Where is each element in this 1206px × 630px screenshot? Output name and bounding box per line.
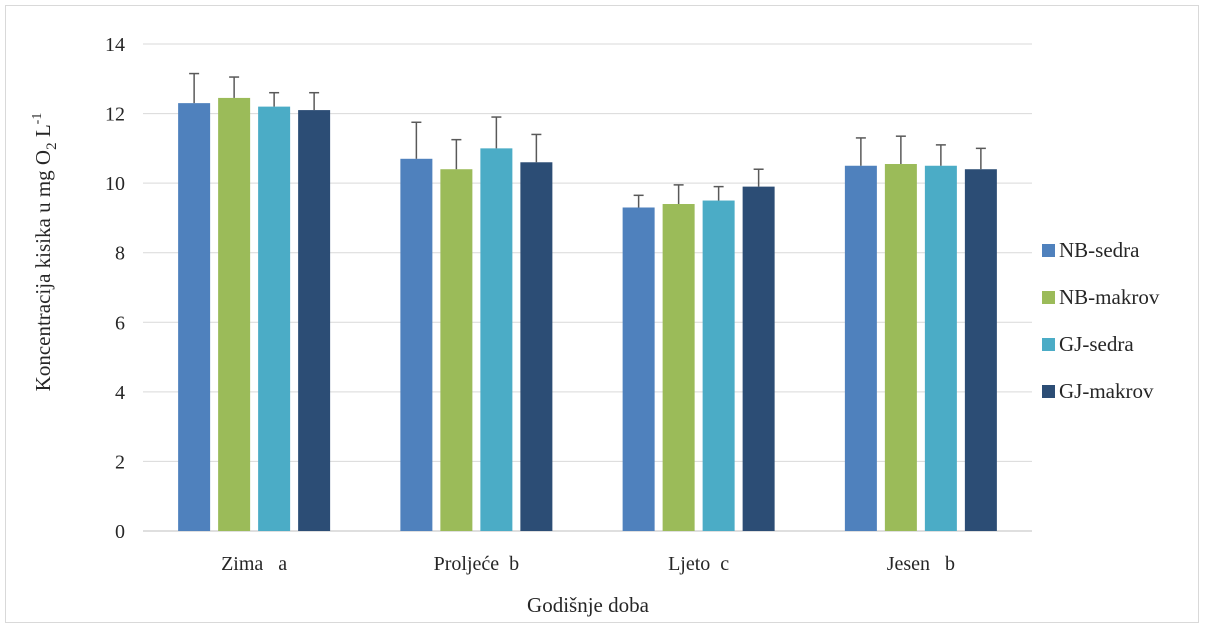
bar (924, 165, 957, 531)
legend-swatch (1042, 291, 1055, 304)
bar (742, 186, 775, 531)
y-tick-label: 0 (115, 521, 125, 543)
legend-label: NB-sedra (1059, 238, 1140, 262)
bar (258, 106, 291, 531)
y-tick-label: 2 (115, 451, 125, 473)
legend-swatch (1042, 385, 1055, 398)
gridlines (143, 43, 1032, 532)
x-tick-label: Ljeto c (668, 553, 729, 575)
y-axis-title-sub: 2 (44, 142, 60, 150)
bar (844, 165, 877, 531)
error-bars (189, 72, 986, 208)
x-tick-label: Zima a (221, 553, 287, 575)
bar (702, 200, 735, 532)
legend-label: GJ-makrov (1059, 379, 1154, 403)
y-axis-title: Koncentracija kisika u mg O2 L-1 (30, 113, 60, 392)
bar (520, 162, 553, 531)
bar (298, 110, 331, 531)
bar (884, 164, 917, 531)
bar (622, 207, 655, 531)
y-tick-label: 8 (115, 243, 125, 265)
y-tick-label: 4 (115, 382, 125, 404)
bar (178, 103, 211, 531)
y-tick-label: 12 (105, 104, 125, 126)
y-tick-labels: 0 2 4 6 8 10 12 14 (105, 34, 125, 543)
y-tick-label: 10 (105, 173, 125, 195)
x-axis-title: Godišnje doba (527, 593, 650, 617)
bar (964, 169, 997, 531)
bar (400, 158, 433, 532)
y-axis-title-main: Koncentracija kisika u mg O (31, 150, 55, 391)
x-tick-label: Proljeće b (434, 553, 520, 575)
x-tick-labels: Zima a Proljeće b Ljeto c Jesen b (221, 553, 955, 575)
y-tick-label: 14 (105, 34, 125, 56)
bar (218, 97, 251, 532)
y-tick-label: 6 (115, 312, 125, 334)
bar (480, 148, 513, 531)
legend: NB-sedra NB-makrov GJ-sedra GJ-makrov (1042, 238, 1160, 403)
bar (440, 169, 473, 531)
legend-swatch (1042, 244, 1055, 257)
y-axis-title-sup: -1 (30, 113, 45, 125)
bar (662, 204, 695, 531)
legend-label: GJ-sedra (1059, 332, 1134, 356)
y-axis-title-unit: L (31, 124, 55, 142)
x-tick-label: Jesen b (887, 553, 955, 575)
legend-label: NB-makrov (1059, 285, 1160, 309)
bars (178, 97, 997, 532)
legend-swatch (1042, 338, 1055, 351)
